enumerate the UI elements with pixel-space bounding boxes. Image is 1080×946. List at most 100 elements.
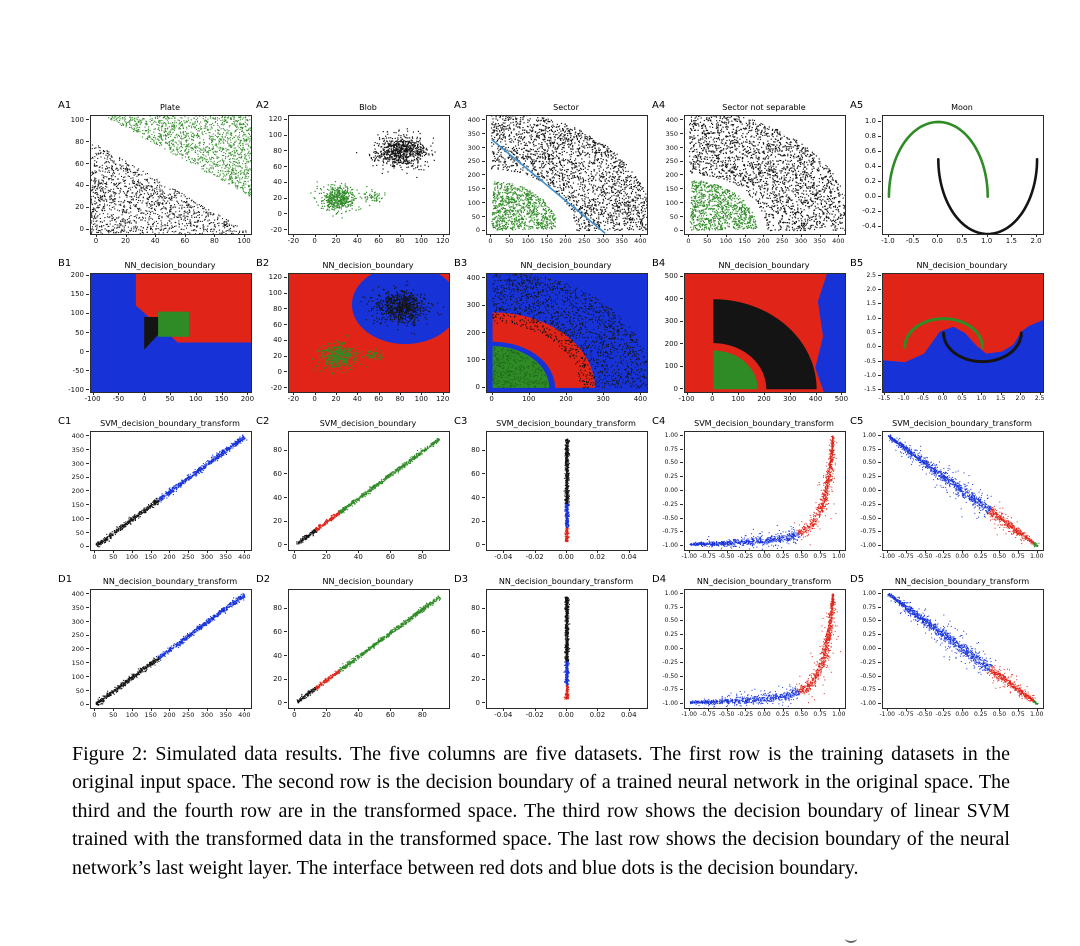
y-tick-label-B5: -1.5 <box>864 386 876 394</box>
y-tick-D1 <box>86 634 89 636</box>
y-tick-label-D3: 0 <box>475 698 480 707</box>
y-tick-label-A4: 400 <box>665 115 678 124</box>
y-tick-label-C4: -0.75 <box>662 528 678 536</box>
x-tick-C5 <box>905 550 907 553</box>
y-tick-C5 <box>878 462 881 464</box>
y-tick-D4 <box>680 703 683 705</box>
y-tick-C4 <box>680 434 683 436</box>
x-tick-label-D4: -0.25 <box>737 711 754 718</box>
x-tick-label-C2: 60 <box>385 553 395 561</box>
panel-title-B5: NN_decision_boundary <box>916 261 1008 270</box>
y-tick-B1 <box>86 312 89 314</box>
plot-canvas-B4 <box>685 274 845 392</box>
y-tick-A2 <box>284 166 287 168</box>
x-tick-A3 <box>602 234 604 237</box>
x-tick-label-A4: 200 <box>757 237 770 245</box>
x-tick-label-D5: -0.50 <box>916 711 933 718</box>
y-tick-A1 <box>86 206 89 208</box>
x-tick-label-A5: 2.0 <box>1030 237 1042 245</box>
y-tick-label-C4: 0.25 <box>664 473 678 481</box>
y-tick-C3 <box>482 473 485 475</box>
x-tick-label-B5: 1.0 <box>976 395 987 402</box>
panel-title-A5: Moon <box>951 103 973 112</box>
y-tick-B5 <box>878 303 881 305</box>
y-tick-label-A1: 60 <box>75 159 84 168</box>
y-tick-B1 <box>86 389 89 391</box>
y-tick-C3 <box>482 449 485 451</box>
y-tick-label-B1: 200 <box>70 271 84 280</box>
y-tick-B5 <box>878 374 881 376</box>
y-tick-D3 <box>482 631 485 633</box>
x-tick-D4 <box>782 708 784 711</box>
x-tick-C2 <box>422 550 424 553</box>
x-tick-label-B5: 0.0 <box>937 395 948 402</box>
y-tick-B1 <box>86 274 89 276</box>
x-tick-A2 <box>378 234 380 237</box>
x-tick-C3 <box>628 550 630 553</box>
x-tick-B3 <box>640 392 642 395</box>
x-tick-C4 <box>707 550 709 553</box>
panel-label-B1: B1 <box>58 258 72 269</box>
x-tick-label-D1: 250 <box>181 711 195 719</box>
x-tick-C2 <box>390 550 392 553</box>
plot-canvas-D4 <box>685 590 845 708</box>
y-tick-C3 <box>482 544 485 546</box>
x-tick-D5 <box>905 708 907 711</box>
y-tick-label-B1: 150 <box>70 290 84 299</box>
y-tick-C4 <box>680 531 683 533</box>
x-tick-C2 <box>294 550 296 553</box>
x-tick-label-C4: -1.00 <box>681 553 697 560</box>
x-tick-C5 <box>1036 550 1038 553</box>
y-tick-label-C3: 60 <box>471 469 480 478</box>
x-tick-label-C1: 150 <box>144 553 157 561</box>
panel-label-D3: D3 <box>454 574 469 585</box>
y-tick-D2 <box>284 607 287 609</box>
y-tick-D4 <box>680 592 683 594</box>
plot-canvas-A1 <box>91 116 251 234</box>
x-tick-label-C5: 1.00 <box>1030 553 1044 560</box>
panel-B2: B2 NN_decision_boundary -20 0 20 40 60 80 100 120… <box>256 258 450 408</box>
y-tick-label-B4: 200 <box>664 339 678 348</box>
y-tick-C3 <box>482 520 485 522</box>
y-tick-C4 <box>680 503 683 505</box>
x-tick-D4 <box>764 708 765 711</box>
y-tick-label-B2: 60 <box>273 320 282 329</box>
x-tick-B5 <box>942 392 944 395</box>
x-tick-A4 <box>763 234 765 237</box>
y-tick-label-C5: 0.00 <box>862 487 876 494</box>
y-tick-label-A3: 250 <box>467 157 480 166</box>
x-tick-B3 <box>491 392 493 395</box>
y-tick-label-A3: 400 <box>467 115 480 124</box>
y-tick-label-A4: 300 <box>665 143 678 152</box>
x-tick-label-A1: 40 <box>150 237 160 245</box>
plot-canvas-B3 <box>487 274 647 392</box>
x-tick-A5 <box>1036 234 1038 237</box>
x-tick-B1 <box>144 392 146 395</box>
x-tick-label-D5: -0.25 <box>935 711 952 718</box>
x-tick-D3 <box>503 708 505 711</box>
y-tick-label-D4: 0.50 <box>664 617 678 625</box>
plot-area-A4 <box>684 115 846 235</box>
x-tick-label-D4: -0.50 <box>718 711 735 718</box>
x-tick-label-B2: 60 <box>374 395 384 403</box>
y-tick-D1 <box>86 648 89 650</box>
y-tick-B2 <box>284 355 287 357</box>
x-tick-label-D4: 0.75 <box>813 711 827 718</box>
plot-area-C1 <box>90 431 252 551</box>
x-tick-label-B2: 100 <box>414 395 429 403</box>
x-tick-D5 <box>980 708 982 711</box>
plot-canvas-B1 <box>91 274 251 392</box>
x-tick-D5 <box>943 708 945 711</box>
x-tick-A4 <box>725 234 727 237</box>
x-tick-B5 <box>903 392 905 395</box>
y-tick-label-A3: 150 <box>467 184 480 193</box>
panel-label-D4: D4 <box>652 574 667 585</box>
x-tick-label-B2: -20 <box>287 395 300 403</box>
x-tick-label-D5: -1.00 <box>879 711 895 718</box>
y-tick-label-C1: 400 <box>71 431 84 440</box>
panel-label-C5: C5 <box>850 416 864 427</box>
y-tick-label-C1: 100 <box>71 514 84 523</box>
x-tick-label-B4: 200 <box>757 395 771 403</box>
x-tick-A2 <box>293 234 295 237</box>
x-tick-C1 <box>169 550 171 553</box>
